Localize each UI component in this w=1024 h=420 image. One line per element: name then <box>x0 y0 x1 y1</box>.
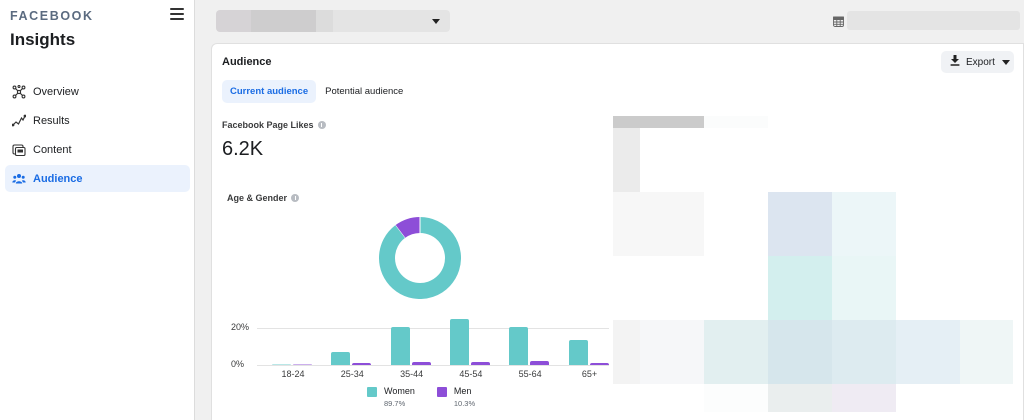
hamburger-menu-icon[interactable] <box>170 8 184 22</box>
export-label: Export <box>966 56 995 68</box>
x-tick-label: 65+ <box>581 369 598 379</box>
bar-men-18-24[interactable] <box>293 364 312 365</box>
legend-name: Women <box>384 386 415 396</box>
tab-potential-audience[interactable]: Potential audience <box>325 86 404 97</box>
gridline <box>257 365 609 366</box>
calendar-icon[interactable] <box>833 14 844 27</box>
redacted-pixelated-region <box>613 116 1024 420</box>
gridline <box>257 328 609 329</box>
card-title: Audience <box>222 56 272 68</box>
page-likes-value: 6.2K <box>222 138 264 160</box>
app-title: Insights <box>10 30 76 49</box>
info-icon[interactable] <box>317 121 326 129</box>
page-likes-label: Facebook Page Likes <box>222 120 326 130</box>
legend-pct: 10.3% <box>453 399 476 408</box>
date-range-picker[interactable] <box>847 11 1020 30</box>
legend-item-men[interactable]: Men 10.3% <box>436 386 476 408</box>
x-tick-label: 25-34 <box>340 369 364 379</box>
age-gender-label-text: Age & Gender <box>227 193 288 203</box>
info-icon[interactable] <box>291 194 300 202</box>
brand-logo: FACEBOOK <box>10 9 94 23</box>
chart-legend: Women 89.7% Men 10.3% <box>367 386 497 408</box>
y-tick-label: 20% <box>231 322 250 332</box>
men-swatch <box>436 387 447 397</box>
sidebar-item-label: Content <box>33 143 72 156</box>
chevron-down-icon <box>1001 59 1010 65</box>
bar-men-55-64[interactable] <box>530 361 550 365</box>
bar-men-25-34[interactable] <box>352 363 372 365</box>
age-gender-bar-chart: 0% 20% 18-24 25-34 35-44 45-54 55-64 65+ <box>212 314 612 420</box>
sidebar-item-content[interactable]: Content <box>5 136 190 163</box>
x-tick-label: 35-44 <box>400 369 424 379</box>
content-media-icon <box>11 142 27 158</box>
bar-men-35-44[interactable] <box>411 362 431 365</box>
sidebar: FACEBOOK Insights Overview Results Conte… <box>0 0 195 420</box>
x-tick-label: 55-64 <box>518 369 542 379</box>
y-tick-label: 0% <box>231 359 245 369</box>
x-tick-label: 45-54 <box>459 369 483 379</box>
bar-women-18-24[interactable] <box>272 364 291 365</box>
sidebar-item-label: Overview <box>33 85 79 98</box>
page-likes-label-text: Facebook Page Likes <box>222 120 314 130</box>
x-tick-label: 18-24 <box>281 369 305 379</box>
donut-slice-women[interactable] <box>379 217 461 299</box>
age-gender-label: Age & Gender <box>227 193 300 203</box>
bar-men-65+[interactable] <box>589 363 609 365</box>
bar-women-25-34[interactable] <box>331 352 351 365</box>
gender-donut-chart <box>379 217 461 299</box>
page-selector-dropdown[interactable] <box>216 10 450 32</box>
download-icon <box>950 55 960 69</box>
audience-people-icon <box>11 171 27 187</box>
legend-name: Men <box>453 386 472 396</box>
chevron-down-icon <box>432 19 440 24</box>
sidebar-nav: Overview Results Content Audience <box>5 78 190 194</box>
bar-women-45-54[interactable] <box>449 318 469 365</box>
sidebar-item-label: Results <box>33 114 70 127</box>
results-trend-icon <box>11 113 27 129</box>
bar-women-35-44[interactable] <box>390 327 410 365</box>
legend-item-women[interactable]: Women 89.7% <box>367 386 415 408</box>
tab-current-audience[interactable]: Current audience <box>222 80 317 103</box>
donut-slice-men[interactable] <box>395 217 421 239</box>
bar-men-45-54[interactable] <box>470 362 490 365</box>
sidebar-item-results[interactable]: Results <box>5 107 190 134</box>
sidebar-item-overview[interactable]: Overview <box>5 78 190 105</box>
bar-women-55-64[interactable] <box>509 327 529 365</box>
women-swatch <box>367 387 377 397</box>
sidebar-item-audience[interactable]: Audience <box>5 165 190 192</box>
audience-tabs: Current audience Potential audience <box>222 80 412 103</box>
legend-pct: 89.7% <box>384 399 406 408</box>
bar-women-65+[interactable] <box>568 340 588 365</box>
export-button[interactable]: Export <box>941 51 1014 73</box>
overview-network-icon <box>11 84 27 100</box>
sidebar-item-label: Audience <box>33 172 83 185</box>
